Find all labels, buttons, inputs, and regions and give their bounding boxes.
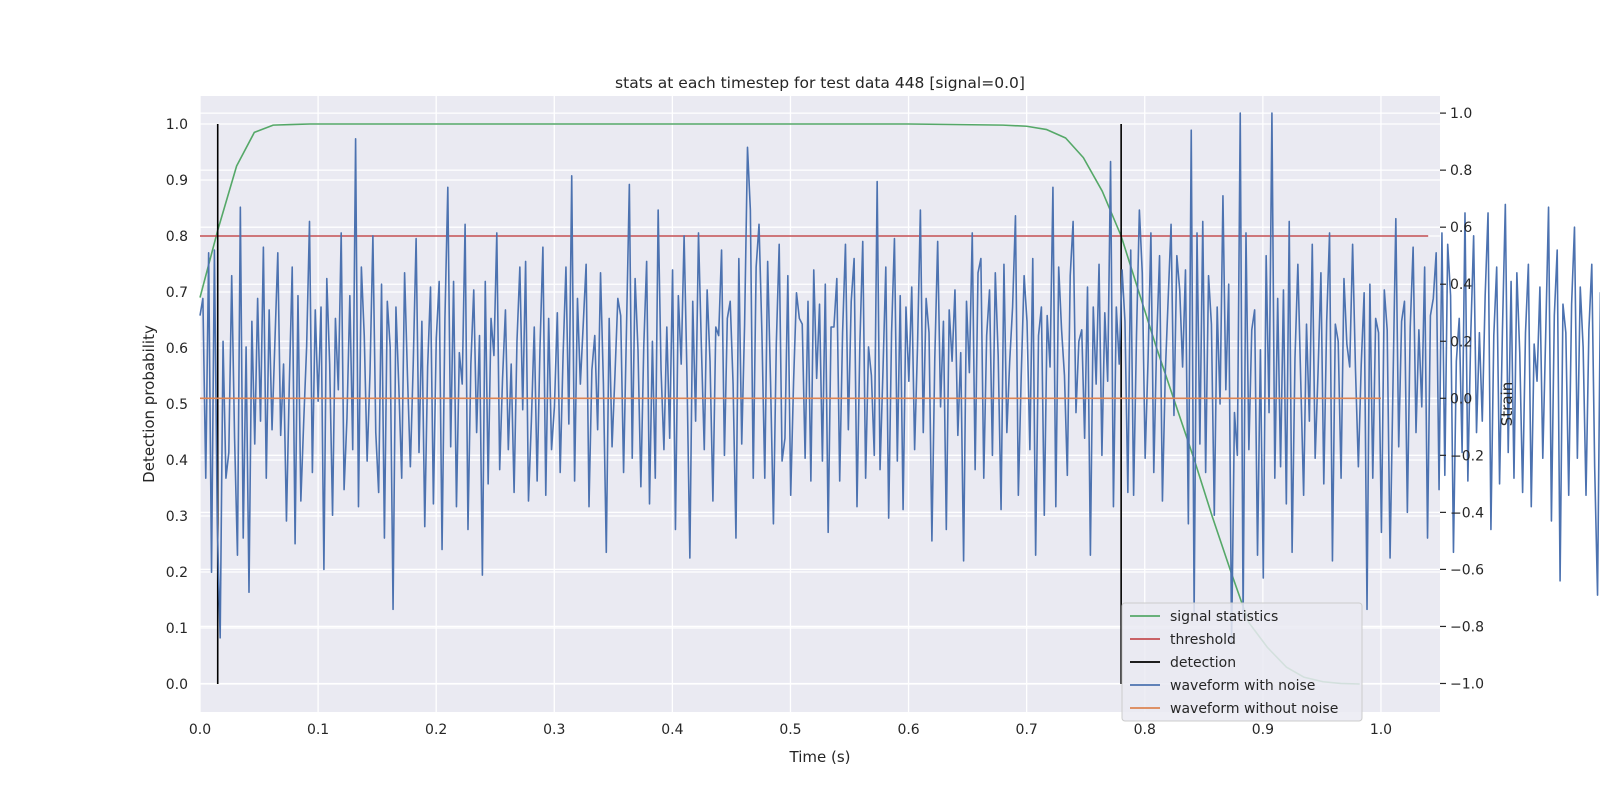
y-axis-title: Detection probability [140, 325, 158, 483]
y2-tick-label: 0.6 [1450, 220, 1472, 236]
y-tick-label: 0.9 [166, 173, 188, 189]
y-tick-label: 0.1 [166, 621, 188, 637]
waveform-with-noise-line [199, 112, 1600, 645]
y-tick-label: 1.0 [166, 117, 188, 133]
x-tick-label: 1.0 [1370, 722, 1392, 738]
y-tick-label: 0.7 [166, 285, 188, 301]
legend-label-signal-statistics: signal statistics [1170, 609, 1278, 625]
y-tick-label: 0.8 [166, 229, 188, 245]
x-tick-label: 0.3 [543, 722, 565, 738]
legend-label-threshold: threshold [1170, 632, 1236, 648]
x-tick-label: 0.6 [897, 722, 919, 738]
y2-tick-label: 0.4 [1450, 277, 1472, 293]
y-tick-label: 0.3 [166, 509, 188, 525]
legend-box [1121, 602, 1363, 722]
axes-layer: 0.0 0.1 0.2 0.3 0.4 0.5 0.6 0.7 0.8 0.9 1.0 0.0 0.1 0… [166, 106, 1484, 738]
y-tick-label: 0.2 [166, 565, 188, 581]
y2-tick-label: −0.8 [1450, 619, 1484, 635]
x-tick-label: 0.4 [661, 722, 683, 738]
x-tick-label: 0.2 [425, 722, 447, 738]
legend: signal statistics threshold detection wa… [1121, 602, 1363, 722]
y2-tick-label: −0.4 [1450, 505, 1484, 521]
x-axis-title: Time (s) [789, 748, 851, 766]
x-tick-label: 0.1 [307, 722, 329, 738]
chart-title: stats at each timestep for test data 448… [615, 74, 1025, 92]
y2-tick-label: −0.2 [1450, 448, 1484, 464]
y2-tick-label: −1.0 [1450, 676, 1484, 692]
y2-tick-label: 0.8 [1450, 163, 1472, 179]
y2-tick-label: 0.2 [1450, 334, 1472, 350]
y-tick-label: 0.5 [166, 397, 188, 413]
legend-label-detection: detection [1170, 655, 1236, 671]
x-tick-label: 0.0 [189, 722, 211, 738]
y2-tick-label: 0.0 [1450, 391, 1472, 407]
y-tick-label: 0.0 [166, 677, 188, 693]
y-tick-label: 0.6 [166, 341, 188, 357]
y2-axis-title: Strain [1498, 382, 1516, 426]
y-tick-label: 0.4 [166, 453, 188, 469]
x-tick-label: 0.7 [1016, 722, 1038, 738]
y2-tick-label: −0.6 [1450, 562, 1484, 578]
y2-tick-label: 1.0 [1450, 106, 1472, 122]
x-tick-label: 0.5 [779, 722, 801, 738]
legend-label-waveform-without-noise: waveform without noise [1170, 701, 1338, 717]
x-tick-label: 0.9 [1252, 722, 1274, 738]
legend-label-waveform-with-noise: waveform with noise [1170, 678, 1315, 694]
x-tick-label: 0.8 [1134, 722, 1156, 738]
